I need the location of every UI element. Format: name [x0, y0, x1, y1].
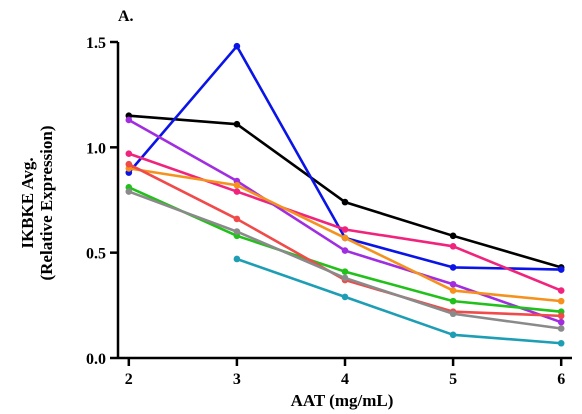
y-tick-label: 0.0 — [86, 351, 106, 368]
data-point — [233, 215, 241, 223]
x-tick-label: 4 — [341, 371, 349, 388]
data-point — [233, 120, 241, 128]
y-tick-label: 1.0 — [86, 140, 106, 157]
series-8 — [125, 188, 565, 332]
data-point — [341, 268, 349, 275]
data-point — [557, 318, 565, 326]
series-line — [128, 190, 562, 330]
data-point — [233, 228, 241, 235]
data-point — [449, 280, 457, 288]
x-tick-label: 3 — [233, 371, 241, 388]
series-group — [125, 42, 565, 347]
series-5 — [125, 165, 565, 305]
panel-label: A. — [118, 8, 134, 25]
series-line — [128, 114, 562, 269]
y-tick-label: 0.5 — [86, 246, 106, 263]
data-point — [341, 247, 349, 254]
series-line — [236, 257, 562, 345]
x-tick-label: 2 — [125, 371, 133, 388]
series-line — [128, 118, 562, 324]
y-axis-title-line1: IKBKE Avg. — [18, 157, 37, 248]
data-point — [449, 310, 457, 318]
data-point — [557, 325, 565, 332]
data-point — [233, 42, 241, 50]
series-4 — [125, 116, 565, 326]
data-point — [233, 188, 241, 195]
data-point — [125, 160, 133, 168]
y-axis-title-line2: (Relative Expression) — [37, 125, 56, 280]
data-point — [557, 312, 565, 320]
data-point — [341, 226, 349, 233]
data-point — [557, 297, 565, 305]
data-point — [341, 293, 349, 301]
data-point — [125, 116, 133, 124]
data-point — [125, 188, 133, 195]
x-tick-label: 6 — [557, 371, 565, 388]
data-point — [341, 234, 349, 242]
data-point — [449, 297, 457, 305]
data-point — [449, 264, 457, 271]
y-axis-title: IKBKE Avg. (Relative Expression) — [18, 125, 56, 280]
x-ticks: 2 3 4 5 6 — [125, 358, 565, 388]
data-point — [557, 266, 565, 273]
y-tick-label: 1.5 — [86, 35, 106, 52]
data-point — [557, 339, 565, 347]
data-point — [449, 232, 457, 240]
data-point — [341, 198, 349, 206]
data-point — [449, 287, 457, 294]
x-tick-label: 5 — [449, 371, 457, 388]
y-ticks: 0.0 0.5 1.0 1.5 — [86, 35, 118, 368]
x-axis-title: AAT (mg/mL) — [291, 391, 394, 410]
series-1 — [125, 112, 565, 271]
data-point — [557, 287, 565, 294]
data-point — [125, 150, 133, 157]
data-point — [233, 181, 241, 189]
data-point — [449, 331, 457, 339]
data-point — [449, 243, 457, 250]
series-9 — [233, 255, 565, 347]
data-point — [233, 255, 241, 263]
data-point — [341, 274, 349, 282]
